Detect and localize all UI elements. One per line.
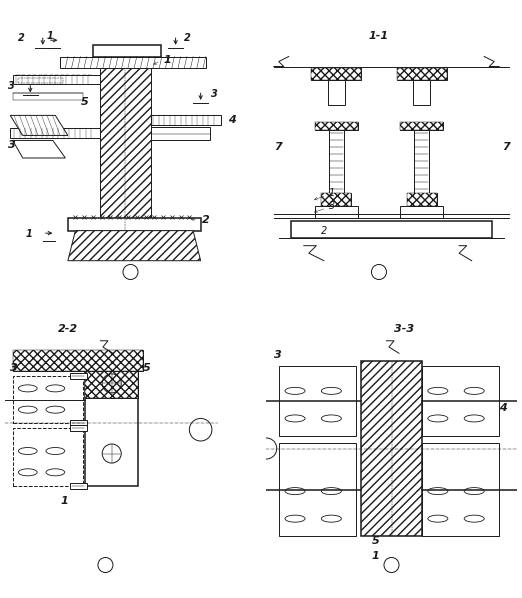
Bar (407, 193, 436, 206)
Polygon shape (13, 349, 143, 371)
Polygon shape (13, 141, 65, 158)
Bar (70, 425, 87, 432)
Bar (400, 121, 443, 130)
Bar (328, 80, 345, 105)
Text: 4: 4 (228, 115, 236, 125)
Polygon shape (10, 115, 68, 135)
Text: 2: 2 (322, 227, 328, 236)
Bar (86, 361, 138, 398)
Text: 1: 1 (46, 31, 53, 41)
Text: 2: 2 (184, 33, 191, 44)
Bar (397, 68, 447, 80)
Polygon shape (68, 231, 200, 261)
Bar (13, 376, 83, 423)
Bar (150, 127, 210, 141)
Text: 5: 5 (143, 363, 151, 373)
Text: 2: 2 (202, 215, 210, 225)
Bar (13, 349, 143, 371)
Text: 2-2: 2-2 (58, 324, 78, 334)
Text: 1: 1 (329, 188, 335, 197)
Bar (13, 93, 83, 100)
Bar (61, 56, 206, 68)
Polygon shape (315, 121, 358, 130)
Polygon shape (86, 361, 138, 398)
Bar (70, 483, 87, 489)
Text: 2: 2 (18, 33, 25, 44)
Polygon shape (100, 68, 150, 231)
Bar (70, 373, 87, 379)
Bar (291, 221, 492, 238)
Bar (279, 366, 357, 436)
Text: 7: 7 (502, 142, 509, 152)
Bar (413, 80, 430, 105)
Bar (414, 130, 429, 193)
Bar (70, 420, 87, 426)
Bar (422, 366, 499, 436)
Bar (86, 361, 138, 486)
Polygon shape (311, 68, 361, 80)
Text: 5: 5 (80, 97, 88, 108)
Text: 3-3: 3-3 (394, 324, 414, 334)
Text: 1-1: 1-1 (369, 31, 389, 41)
Text: 3: 3 (8, 81, 15, 91)
Text: 3: 3 (211, 89, 218, 99)
Bar (13, 75, 100, 84)
Polygon shape (397, 68, 447, 80)
Bar (361, 361, 422, 536)
Text: 5: 5 (372, 536, 379, 546)
Bar (422, 444, 499, 536)
Text: 1: 1 (61, 496, 68, 506)
Text: 7: 7 (274, 142, 281, 152)
Bar (322, 193, 351, 206)
Bar (400, 206, 443, 218)
Text: 3: 3 (329, 202, 335, 211)
Bar (311, 68, 361, 80)
Bar (150, 115, 221, 126)
Text: 3: 3 (10, 363, 18, 373)
Bar (315, 121, 358, 130)
Text: 4: 4 (499, 403, 507, 413)
Text: 1: 1 (25, 229, 32, 239)
Text: 3: 3 (274, 350, 281, 361)
Text: 3: 3 (8, 140, 16, 150)
Bar (93, 45, 161, 56)
Polygon shape (407, 193, 436, 206)
Text: 1: 1 (163, 55, 171, 65)
Text: 1: 1 (372, 551, 379, 561)
Bar (315, 206, 358, 218)
Bar (13, 428, 83, 486)
Polygon shape (322, 193, 351, 206)
Bar (10, 129, 100, 138)
Bar (18, 78, 63, 83)
Bar (68, 218, 200, 231)
Bar (329, 130, 344, 193)
Bar (279, 444, 357, 536)
Polygon shape (400, 121, 443, 130)
